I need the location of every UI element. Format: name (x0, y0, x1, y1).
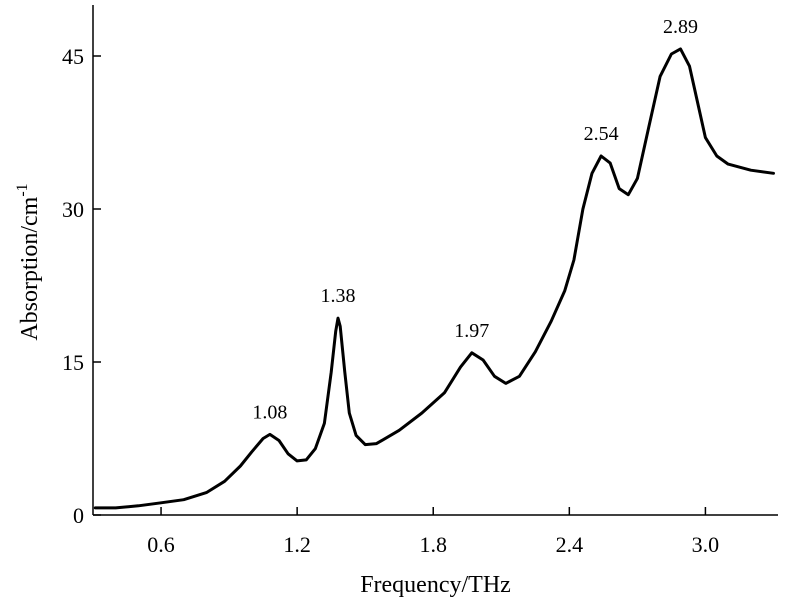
peak-labels: 1.08 1.38 1.97 2.54 2.89 (252, 16, 698, 424)
y-tick-label: 45 (62, 44, 84, 69)
y-tick-label: 15 (62, 350, 84, 375)
peak-label: 1.97 (454, 320, 489, 342)
peak-label: 2.54 (584, 123, 619, 145)
x-tick-label: 1.2 (283, 532, 311, 557)
peak-label: 1.38 (320, 285, 355, 307)
peak-label: 2.89 (663, 16, 698, 38)
y-tick-label: 30 (62, 197, 84, 222)
peak-label: 1.08 (252, 401, 287, 423)
y-axis-title-superscript: -1 (14, 183, 31, 196)
y-tick-label: 0 (73, 503, 84, 528)
x-axis-title: Frequency/THz (360, 572, 511, 598)
x-tick-label: 0.6 (147, 532, 175, 557)
x-tick-label: 1.8 (419, 532, 447, 557)
axes (92, 5, 778, 516)
y-axis-title: Absorption/cm-1 (14, 183, 43, 340)
x-ticks: 0.6 1.2 1.8 2.4 3.0 (147, 507, 719, 557)
y-ticks: 0 15 30 45 (62, 44, 101, 528)
y-axis-title-main: Absorption/cm (17, 196, 43, 340)
x-tick-label: 3.0 (692, 532, 720, 557)
absorption-curve (93, 47, 775, 510)
x-tick-label: 2.4 (556, 532, 584, 557)
